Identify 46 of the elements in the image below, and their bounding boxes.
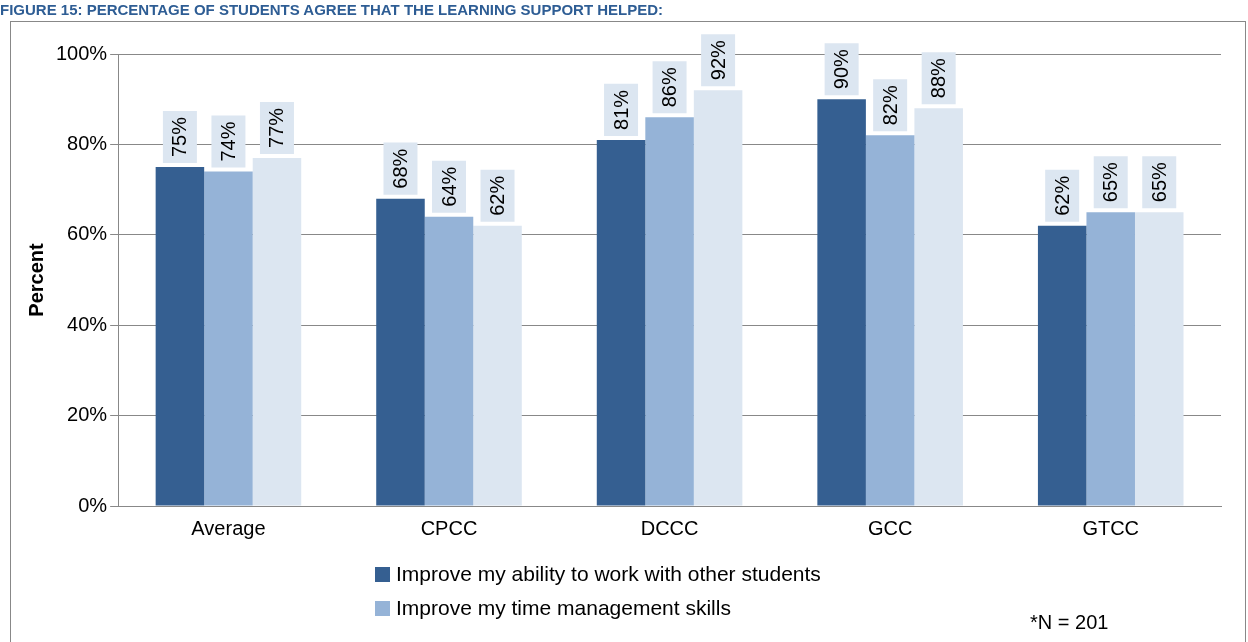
data-label: 92%: [706, 39, 729, 81]
data-label: 90%: [830, 48, 853, 90]
y-tick-label: 80%: [67, 131, 108, 154]
data-label: 74%: [216, 121, 239, 162]
data-label: 88%: [927, 57, 950, 99]
x-tick-label: DCCC: [640, 516, 699, 539]
bar: [376, 198, 425, 506]
data-label: 81%: [609, 89, 632, 130]
chart-title: FIGURE 15: PERCENTAGE OF STUDENTS AGREE THAT THE LEARNING SUPPORT HELPED:: [0, 1, 664, 18]
data-label: 68%: [389, 148, 411, 189]
x-tick-label: GTCC: [1082, 516, 1140, 539]
bar: [693, 90, 743, 506]
y-axis-title: Percent: [24, 242, 47, 317]
bar: [155, 167, 205, 506]
x-tick-label: GCC: [867, 516, 913, 539]
x-tick-label: Average: [191, 516, 266, 539]
x-tick-label: CPCC: [420, 516, 478, 539]
legend-label: Improve my time management skills: [396, 596, 731, 620]
y-tick-label: 20%: [67, 403, 108, 426]
data-label: 65%: [1147, 161, 1170, 203]
text: *N = 201: [1030, 611, 1109, 634]
data-label: 82%: [878, 85, 901, 126]
bar: [252, 157, 302, 506]
data-label: 62%: [486, 175, 509, 216]
y-tick-label: 40%: [67, 312, 108, 335]
bar: [645, 117, 694, 506]
data-label: 86%: [658, 67, 681, 108]
data-label: 77%: [265, 107, 288, 148]
legend-label: Improve my ability to work with other students: [396, 562, 821, 586]
bar: [424, 216, 474, 506]
data-label: 75%: [168, 116, 191, 157]
bar: [865, 135, 915, 506]
bar: [204, 171, 253, 506]
bar: [1086, 212, 1135, 506]
data-label: 62%: [1050, 175, 1073, 216]
bar: [817, 99, 866, 506]
data-label: 64%: [437, 166, 460, 207]
y-tick-label: 60%: [67, 222, 108, 245]
y-tick-label: 0%: [78, 493, 108, 516]
data-label: 65%: [1099, 161, 1122, 203]
bar: [1037, 225, 1087, 506]
bar: [1134, 212, 1184, 506]
bar: [473, 225, 522, 506]
bar: [596, 139, 646, 506]
bar: [914, 108, 963, 506]
y-tick-label: 100%: [56, 41, 108, 64]
